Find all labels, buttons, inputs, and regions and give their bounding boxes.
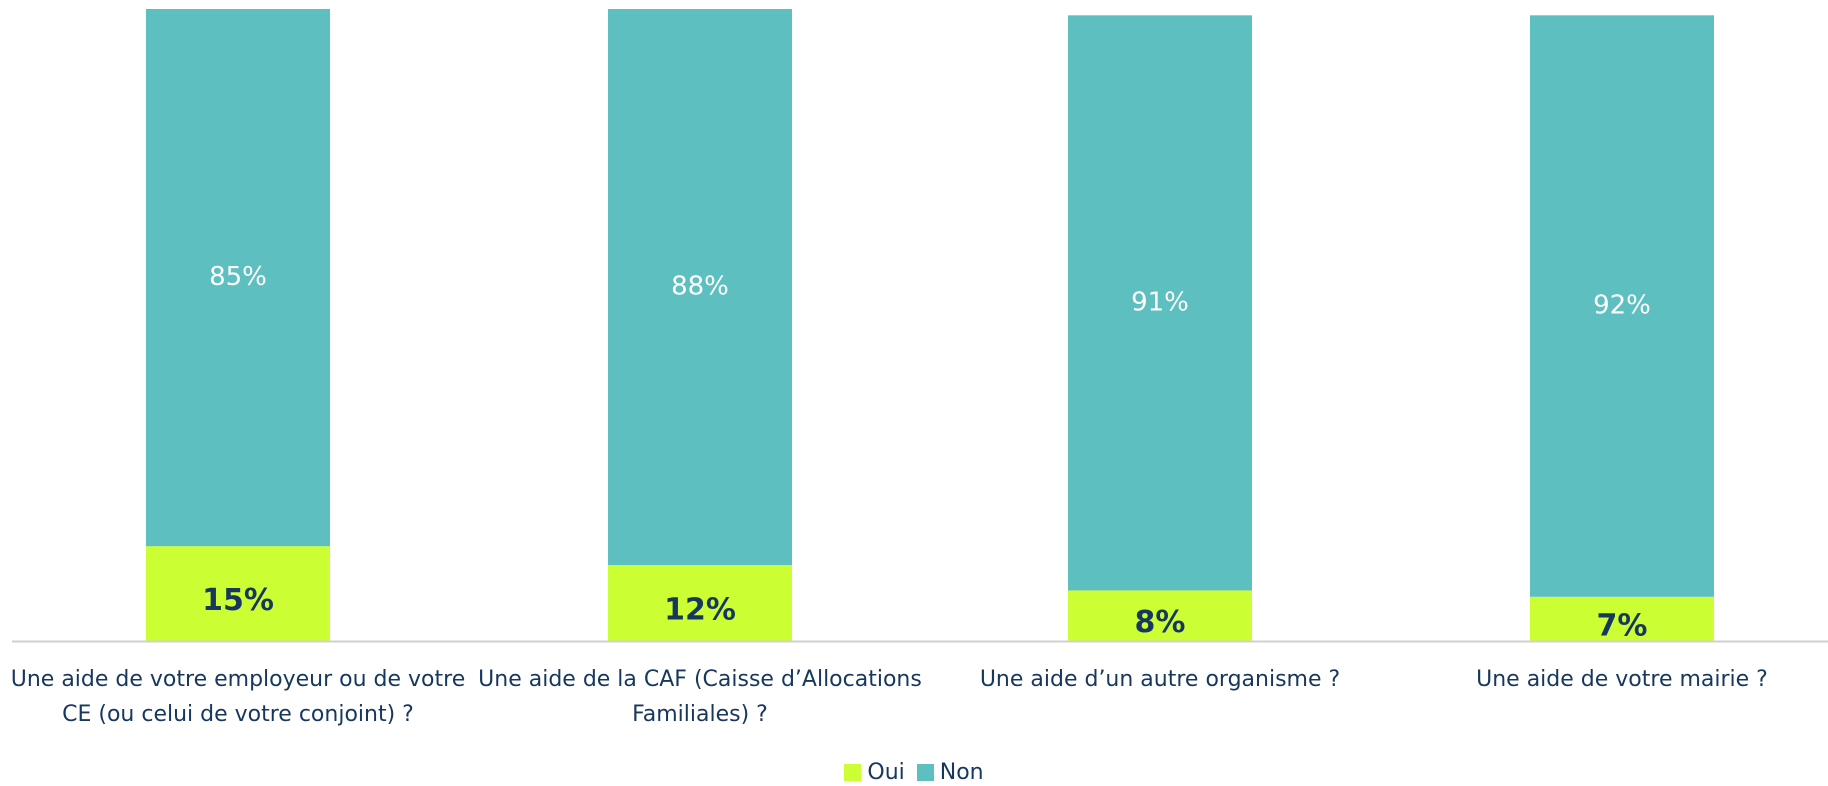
data-label: 8%	[1135, 605, 1186, 640]
data-label: 12%	[664, 593, 736, 628]
legend-item: Oui	[844, 760, 905, 785]
legend-item: Non	[916, 760, 984, 785]
data-label: 85%	[209, 262, 267, 292]
x-tick-label: Une aide de votre mairie ?	[1476, 667, 1768, 692]
x-tick-label: Une aide de la CAF (Caisse d’Allocations…	[478, 667, 922, 727]
legend-label: Oui	[867, 760, 905, 785]
bar-segment	[146, 546, 330, 641]
legend: Oui Non	[0, 760, 1828, 786]
data-label: 92%	[1593, 291, 1651, 321]
data-label: 15%	[202, 583, 274, 618]
legend-swatch	[844, 764, 862, 781]
data-label: 7%	[1597, 608, 1648, 643]
bar-segment	[608, 565, 792, 641]
bar-segment	[1530, 596, 1714, 641]
bar-segment	[608, 9, 792, 566]
legend-label: Non	[939, 760, 984, 785]
bar-segment	[1068, 15, 1252, 591]
x-tick-label: Une aide de votre employeur ou de votre …	[10, 667, 466, 727]
data-label: 88%	[671, 272, 729, 302]
bar-segment	[1068, 590, 1252, 641]
bar-segment	[146, 9, 330, 547]
x-tick-label: Une aide d’un autre organisme ?	[979, 667, 1341, 692]
data-label: 91%	[1131, 287, 1189, 317]
bar-segment	[1530, 15, 1714, 597]
legend-swatch	[916, 764, 934, 781]
